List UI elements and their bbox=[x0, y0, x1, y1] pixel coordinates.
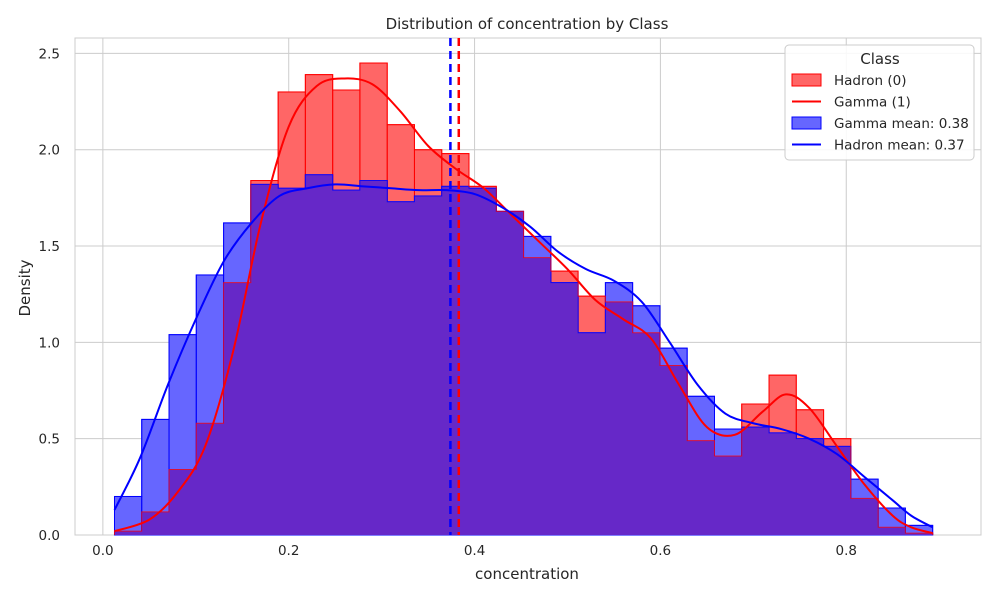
legend: Class Hadron (0) Gamma (1) Gamma mean: 0.3… bbox=[784, 44, 975, 161]
mean-lines bbox=[449, 38, 461, 535]
x-tick-label: 0.6 bbox=[650, 543, 671, 559]
legend-entry: Gamma mean: 0.38 bbox=[791, 116, 969, 132]
x-tick-label: 0.8 bbox=[836, 543, 857, 559]
legend-label: Hadron (0) bbox=[834, 73, 906, 89]
legend-box bbox=[784, 44, 975, 161]
y-tick-label: 2.0 bbox=[39, 143, 60, 159]
y-axis-ticks: 0.0 0.5 1.0 1.5 2.0 2.5 bbox=[39, 46, 60, 544]
legend-label: Gamma (1) bbox=[834, 95, 911, 111]
y-axis-label: Density bbox=[16, 259, 34, 316]
legend-swatch bbox=[791, 73, 822, 87]
legend-entry: Hadron mean: 0.37 bbox=[792, 138, 965, 154]
x-tick-label: 0.0 bbox=[92, 543, 113, 559]
hist-overlap-fill bbox=[114, 174, 933, 536]
y-tick-label: 1.0 bbox=[39, 335, 60, 351]
legend-entry: Gamma (1) bbox=[792, 95, 911, 111]
x-tick-label: 0.2 bbox=[278, 543, 299, 559]
y-tick-label: 1.5 bbox=[39, 239, 60, 255]
x-axis-label: concentration bbox=[475, 565, 579, 583]
legend-label: Gamma mean: 0.38 bbox=[834, 116, 969, 132]
y-tick-label: 2.5 bbox=[39, 46, 60, 62]
histogram-layer bbox=[113, 62, 934, 536]
legend-title: Class bbox=[860, 50, 900, 68]
kde-hadron bbox=[114, 77, 933, 535]
x-tick-label: 0.4 bbox=[464, 543, 485, 559]
kde-layer bbox=[113, 77, 934, 535]
chart-title: Distribution of concentration by Class bbox=[386, 15, 669, 33]
legend-entries: Hadron (0) Gamma (1) Gamma mean: 0.38 Hadro… bbox=[791, 73, 969, 154]
y-tick-label: 0.0 bbox=[39, 528, 60, 544]
legend-label: Hadron mean: 0.37 bbox=[834, 138, 965, 154]
y-tick-label: 0.5 bbox=[39, 432, 60, 448]
kde-gamma bbox=[113, 183, 934, 529]
legend-entry: Hadron (0) bbox=[791, 73, 906, 89]
x-axis-ticks: 0.0 0.2 0.4 0.6 0.8 bbox=[92, 543, 857, 559]
legend-swatch bbox=[791, 116, 822, 130]
